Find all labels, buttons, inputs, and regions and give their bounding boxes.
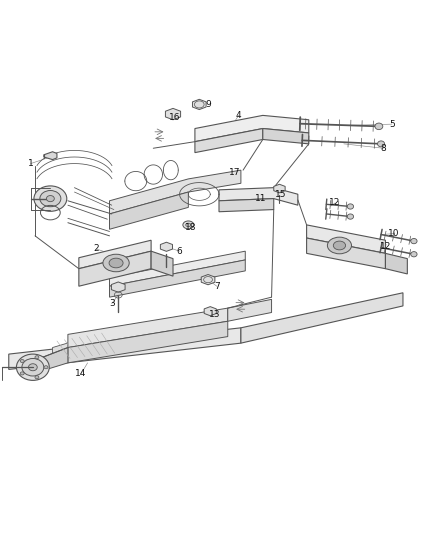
Polygon shape [195,115,309,142]
Text: 9: 9 [205,100,211,109]
Polygon shape [307,225,385,253]
Polygon shape [307,238,385,269]
Ellipse shape [40,190,61,207]
Ellipse shape [20,360,24,362]
Text: 2: 2 [94,245,99,254]
Ellipse shape [20,372,24,375]
Polygon shape [39,348,68,372]
Ellipse shape [411,252,417,257]
Ellipse shape [103,254,129,272]
Ellipse shape [347,214,353,219]
Polygon shape [204,306,216,316]
Polygon shape [9,328,241,369]
Polygon shape [274,184,285,193]
Polygon shape [228,300,272,321]
Polygon shape [111,282,125,292]
Polygon shape [110,251,245,286]
Text: 12: 12 [329,198,341,207]
Ellipse shape [46,196,54,201]
Ellipse shape [17,354,49,381]
Ellipse shape [411,238,417,244]
Polygon shape [201,274,215,285]
Ellipse shape [347,204,353,209]
Text: 13: 13 [209,310,220,319]
Text: 6: 6 [177,247,183,256]
Ellipse shape [183,221,194,229]
Text: 16: 16 [170,113,181,122]
Text: 17: 17 [229,168,240,177]
Ellipse shape [333,241,346,250]
Polygon shape [151,251,173,276]
Text: 5: 5 [389,119,395,128]
Polygon shape [192,99,206,110]
Text: 1: 1 [28,159,34,168]
Polygon shape [263,128,309,144]
Text: 15: 15 [275,190,286,199]
Text: 3: 3 [109,299,115,308]
Text: 12: 12 [380,243,391,251]
Ellipse shape [375,123,383,130]
Polygon shape [110,170,241,214]
Text: 10: 10 [389,229,400,238]
Polygon shape [166,108,180,120]
Ellipse shape [186,223,191,227]
Ellipse shape [327,237,351,254]
Polygon shape [241,293,403,343]
Text: 7: 7 [214,282,220,290]
Ellipse shape [44,366,48,369]
Ellipse shape [22,359,44,376]
Polygon shape [68,308,228,348]
Text: 11: 11 [255,194,266,203]
Polygon shape [219,199,274,212]
Ellipse shape [378,141,385,147]
Polygon shape [385,253,407,274]
Polygon shape [110,192,188,229]
Text: 8: 8 [380,144,386,153]
Ellipse shape [35,356,39,359]
Ellipse shape [109,258,123,268]
Polygon shape [53,330,112,361]
Text: 4: 4 [236,111,241,120]
Polygon shape [44,152,57,159]
Polygon shape [79,240,151,269]
Polygon shape [195,128,263,152]
Text: 14: 14 [75,369,87,378]
Polygon shape [219,188,298,205]
Polygon shape [68,321,228,363]
Polygon shape [110,260,245,297]
Ellipse shape [35,376,39,379]
Text: 18: 18 [185,223,196,231]
Ellipse shape [28,364,37,371]
Ellipse shape [34,186,67,211]
Polygon shape [79,251,151,286]
Polygon shape [160,242,173,252]
